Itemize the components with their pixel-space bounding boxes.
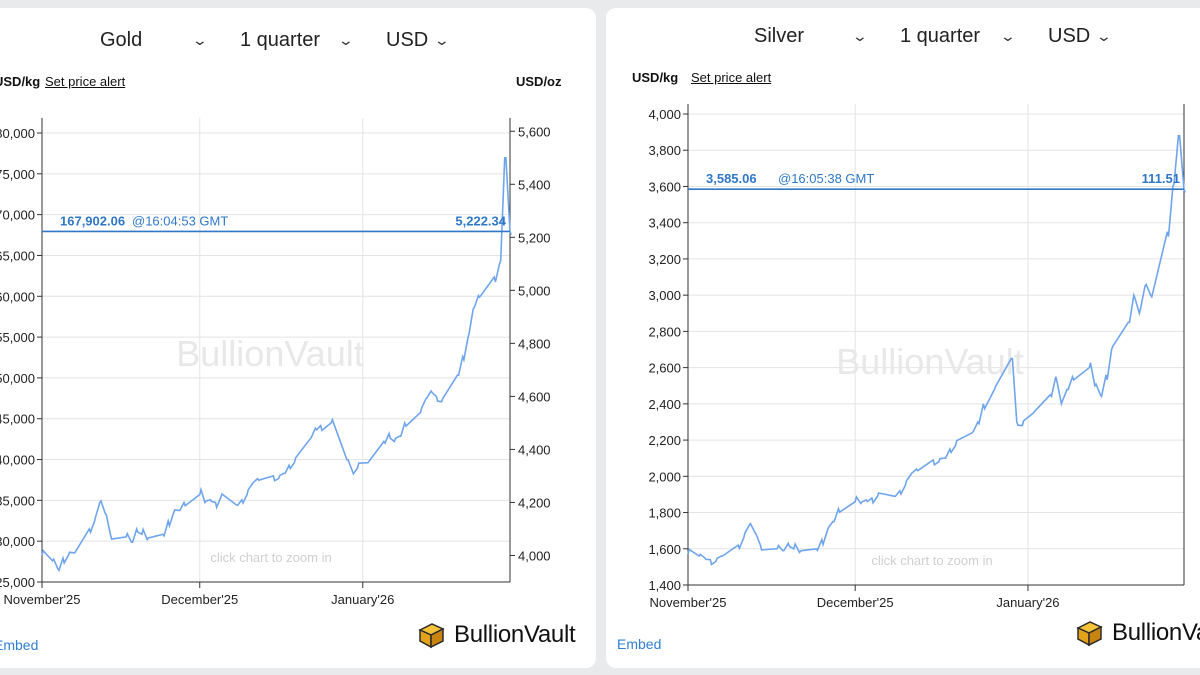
y-tick-label: 1,600 (648, 542, 681, 557)
period-select[interactable]: 1 quarter ⌄ (886, 18, 1024, 54)
right-unit-label: USD/oz (516, 74, 562, 89)
set-price-alert-link[interactable]: Set price alert (691, 70, 772, 85)
silver-controls: Silver ⌄ 1 quarter ⌄ USD ⌄ (606, 18, 1200, 58)
x-tick-label: December'25 (817, 595, 894, 610)
chevron-down-icon: ⌄ (433, 31, 451, 48)
y-tick-label: 1,400 (648, 578, 681, 593)
bullionvault-logo: BullionVault (416, 620, 576, 650)
y2-tick-label: 5,400 (518, 177, 551, 192)
period-select-value: 1 quarter (240, 28, 321, 51)
watermark-text: BullionVault (836, 341, 1023, 382)
gold-price-chart[interactable]: November'25 December'25 January'26 180,000 1… (0, 98, 596, 658)
current-price-oz: 111.51 (1142, 171, 1180, 186)
y-tick-label: 140,000 (0, 453, 35, 468)
y-tick-label: 2,200 (648, 433, 681, 448)
y-tick-label: 145,000 (0, 412, 35, 427)
brand-name: BullionVault (454, 621, 576, 648)
y2-tick-label: 4,800 (518, 336, 551, 351)
current-price-oz: 5,222.34 (455, 213, 506, 228)
watermark-text: BullionVault (176, 333, 363, 374)
y-tick-label: 155,000 (0, 330, 35, 345)
bullionvault-logo-icon (418, 623, 445, 649)
y2-tick-label: 5,000 (518, 283, 551, 298)
metal-select[interactable]: Silver ⌄ (740, 18, 876, 54)
x-tick-label: January'26 (331, 592, 394, 607)
y2-tick-label: 5,600 (518, 124, 551, 139)
y-tick-label: 3,400 (648, 216, 681, 231)
currency-select-value: USD (1048, 24, 1091, 47)
chevron-down-icon: ⌄ (999, 27, 1017, 44)
chevron-down-icon: ⌄ (1095, 27, 1113, 44)
current-price-time: @16:04:53 GMT (132, 213, 228, 228)
x-tick-label: January'26 (996, 595, 1059, 610)
y-tick-label: 2,600 (648, 361, 681, 376)
zoom-hint: click chart to zoom in (871, 553, 992, 568)
bullionvault-logo: BullionVault (1074, 618, 1200, 648)
chevron-down-icon: ⌄ (851, 27, 869, 44)
silver-price-chart[interactable]: November'25 December'25 January'26 4,000 3,8… (606, 94, 1200, 654)
y-tick-label: 2,000 (648, 469, 681, 484)
y2-tick-label: 4,400 (518, 442, 551, 457)
set-price-alert-link[interactable]: Set price alert (45, 74, 126, 89)
currency-select-value: USD (386, 28, 429, 51)
embed-link[interactable]: Embed (617, 636, 662, 652)
y-tick-label: 130,000 (0, 534, 35, 549)
period-select[interactable]: 1 quarter ⌄ (226, 22, 362, 58)
current-price-kg: 167,902.06 (60, 213, 125, 228)
price-series-line (687, 134, 1186, 566)
gold-chart-panel: Gold ⌄ 1 quarter ⌄ USD ⌄ USD/kg Set pric… (0, 8, 596, 668)
chevron-down-icon: ⌄ (191, 31, 209, 48)
y-tick-label: 2,800 (648, 324, 681, 339)
x-tick-label: November'25 (650, 595, 727, 610)
y-tick-label: 175,000 (0, 167, 35, 182)
y2-tick-label: 5,200 (518, 230, 551, 245)
chevron-down-icon: ⌄ (337, 31, 355, 48)
bullionvault-logo-icon (1076, 621, 1103, 647)
y-tick-label: 135,000 (0, 493, 35, 508)
current-price-time: @16:05:38 GMT (778, 171, 874, 186)
y-tick-label: 150,000 (0, 371, 35, 386)
y-tick-label: 3,200 (648, 252, 681, 267)
y-tick-label: 3,800 (648, 143, 681, 158)
embed-link[interactable]: Embed (0, 637, 39, 653)
y-tick-label: 3,600 (648, 179, 681, 194)
y-tick-label: 170,000 (0, 208, 35, 223)
y2-tick-label: 4,000 (518, 548, 551, 563)
y-tick-label: 125,000 (0, 575, 35, 590)
gold-controls: Gold ⌄ 1 quarter ⌄ USD ⌄ (0, 22, 596, 62)
period-select-value: 1 quarter (900, 24, 981, 47)
silver-chart-panel: Silver ⌄ 1 quarter ⌄ USD ⌄ USD/kg Set pr… (606, 8, 1200, 668)
x-tick-label: December'25 (161, 592, 238, 607)
metal-select-value: Silver (754, 24, 805, 47)
y-tick-label: 3,000 (648, 288, 681, 303)
y2-tick-label: 4,200 (518, 495, 551, 510)
y2-tick-label: 4,600 (518, 389, 551, 404)
current-price-kg: 3,585.06 (706, 171, 757, 186)
y-tick-label: 1,800 (648, 506, 681, 521)
metal-select-value: Gold (100, 28, 143, 51)
zoom-hint: click chart to zoom in (210, 550, 331, 565)
y-tick-label: 160,000 (0, 289, 35, 304)
x-tick-label: November'25 (4, 592, 81, 607)
currency-select[interactable]: USD ⌄ (1034, 18, 1120, 54)
metal-select[interactable]: Gold ⌄ (86, 22, 216, 58)
left-unit-label: USD/kg (632, 70, 679, 85)
price-series-line (41, 157, 512, 573)
y-tick-label: 2,400 (648, 397, 681, 412)
currency-select[interactable]: USD ⌄ (372, 22, 458, 58)
y-tick-label: 4,000 (648, 107, 681, 122)
brand-name: BullionVault (1112, 619, 1200, 646)
y-tick-label: 180,000 (0, 126, 35, 141)
y-tick-label: 165,000 (0, 248, 35, 263)
left-unit-label: USD/kg (0, 74, 41, 89)
